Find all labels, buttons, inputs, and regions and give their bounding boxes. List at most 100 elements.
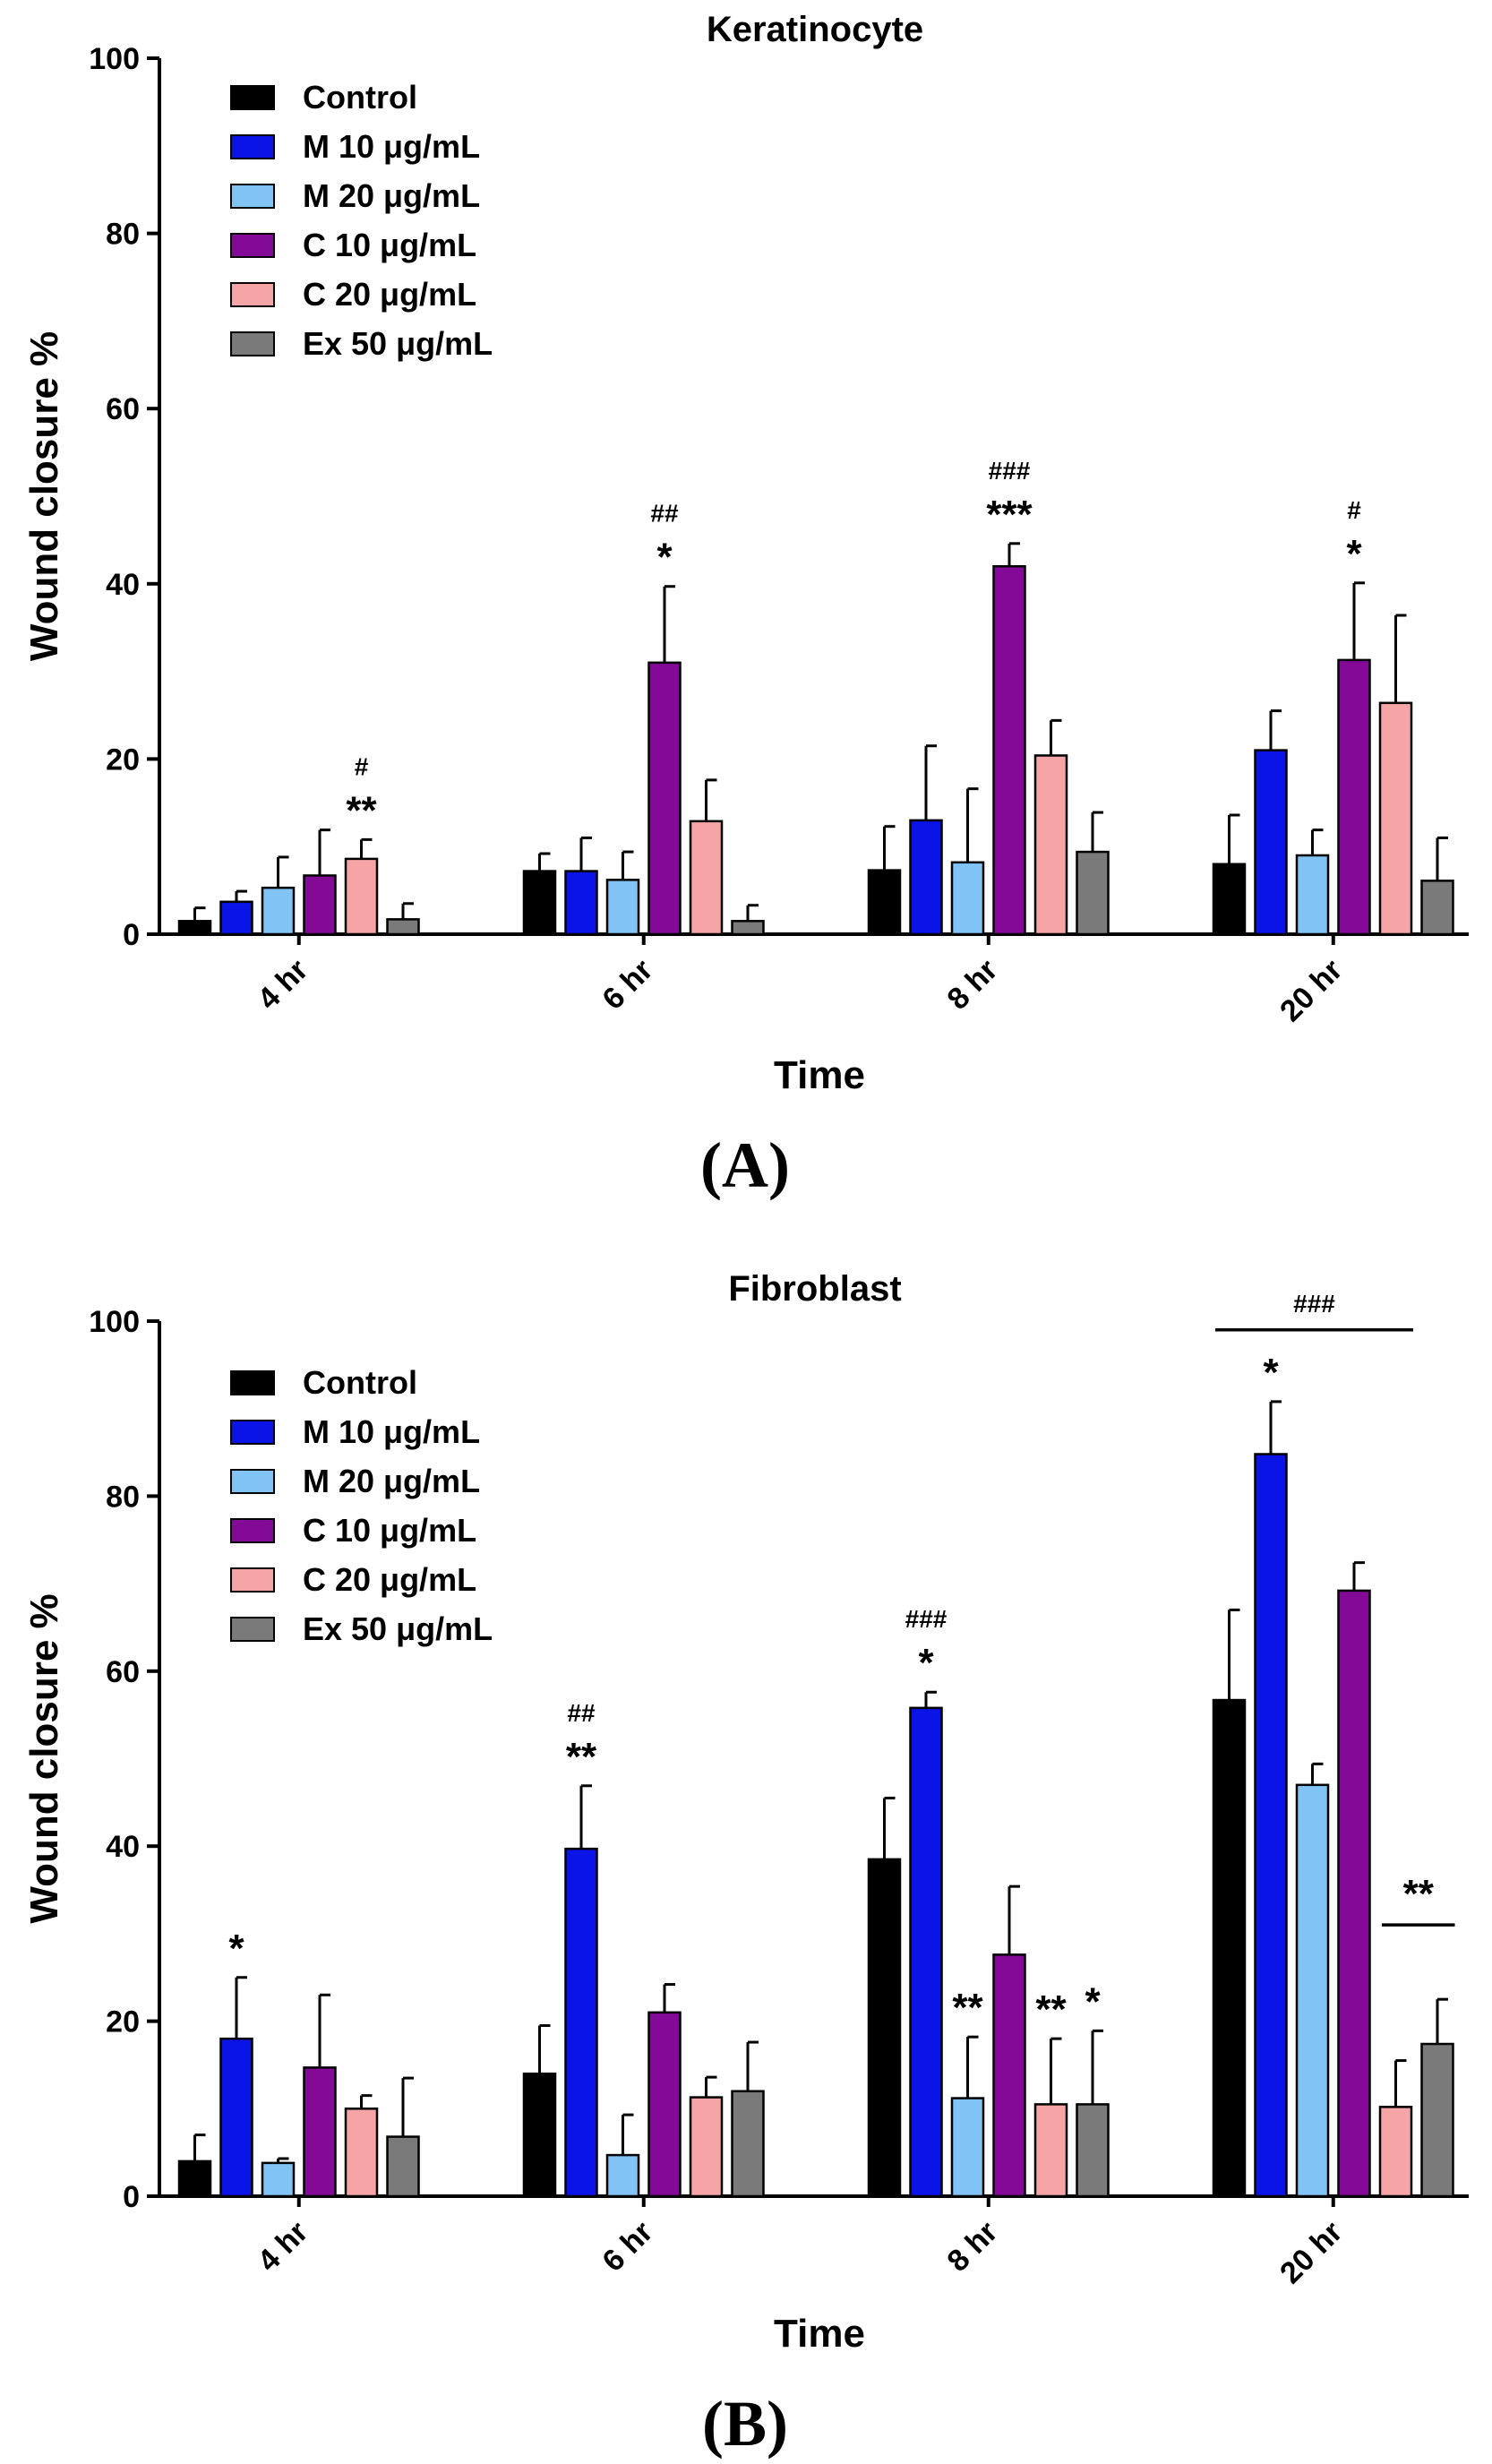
significance-hash: ##: [567, 1699, 596, 1727]
legend-label: Ex 50 μg/mL: [303, 325, 493, 362]
bracket-label: **: [1403, 1872, 1435, 1916]
significance-stars: *: [228, 1927, 244, 1970]
x-tick-label: 6 hr: [596, 2215, 659, 2279]
bar: [1033, 754, 1068, 936]
x-tick-label: 6 hr: [596, 953, 659, 1017]
bar: [731, 920, 765, 936]
significance-hash: ##: [650, 500, 679, 528]
y-tick-label: 0: [123, 918, 140, 952]
x-tick-label: 4 hr: [251, 2215, 314, 2279]
bar: [564, 1847, 598, 2198]
legend-label: M 20 μg/mL: [303, 177, 480, 214]
legend-swatch: [230, 184, 275, 209]
bar: [386, 918, 420, 936]
y-tick-label: 60: [106, 392, 140, 426]
legend-swatch: [230, 331, 275, 356]
legend-label: M 20 μg/mL: [303, 1463, 480, 1499]
significance-stars: **: [1035, 1988, 1067, 2031]
y-tick-label: 40: [106, 1830, 140, 1864]
y-tick-label: 0: [123, 2180, 140, 2214]
significance-hash: ###: [905, 1605, 948, 1633]
bracket-label: ###: [1293, 1290, 1335, 1318]
fibroblast-panel: Fibroblast 0 20 40 60 80 100 Wound closure % Tim…: [22, 1269, 1469, 2460]
significance-hash: #: [355, 752, 369, 780]
legend-swatch: [230, 1370, 275, 1395]
significance-stars: *: [918, 1641, 934, 1685]
y-tick-label: 100: [89, 1305, 140, 1339]
legend-label: C 20 μg/mL: [303, 276, 476, 313]
bar: [261, 886, 296, 936]
bar: [344, 857, 379, 936]
y-tick-label: 60: [106, 1655, 140, 1689]
bar: [1295, 854, 1330, 936]
legend-label: C 10 μg/mL: [303, 1512, 476, 1549]
legend-swatch: [230, 282, 275, 307]
bar: [177, 920, 212, 936]
bar: [731, 2090, 765, 2198]
y-tick-label: 20: [106, 2005, 140, 2039]
bar: [303, 2066, 337, 2198]
y-tick-label: 80: [106, 218, 140, 252]
bar: [1254, 749, 1288, 936]
legend-label: M 10 μg/mL: [303, 1413, 480, 1450]
bar: [909, 819, 943, 936]
y-tick-label: 20: [106, 743, 140, 777]
bar: [1212, 1698, 1247, 2198]
bar: [386, 2135, 420, 2198]
bar: [522, 2072, 557, 2198]
legend-label: Control: [303, 79, 417, 116]
y-tick-label: 80: [106, 1480, 140, 1514]
legend-swatch: [230, 1617, 275, 1642]
legend-swatch: [230, 134, 275, 159]
significance-stars: **: [566, 1735, 597, 1779]
x-tick-label: 20 hr: [1273, 953, 1349, 1028]
legend-label: M 10 μg/mL: [303, 128, 480, 165]
legend-swatch: [230, 233, 275, 258]
bar: [909, 1706, 943, 2198]
bar: [950, 861, 985, 936]
legend-swatch: [230, 1567, 275, 1593]
bar: [1076, 2103, 1110, 2198]
x-axis-label: Time: [774, 1053, 865, 1097]
legend-label: C 10 μg/mL: [303, 227, 476, 263]
y-axis-label: Wound closure %: [22, 1593, 66, 1923]
x-tick-label: 8 hr: [940, 2215, 1004, 2279]
legend-label: Control: [303, 1364, 417, 1401]
y-tick-label: 40: [106, 568, 140, 602]
bar: [1337, 658, 1371, 936]
bar: [1033, 2103, 1068, 2198]
significance-stars: **: [952, 1986, 983, 2030]
bar: [261, 2161, 296, 2198]
legend-swatch: [230, 85, 275, 110]
x-axis-label: Time: [774, 2312, 865, 2356]
significance-stars: *: [1263, 1351, 1279, 1395]
bar: [303, 874, 337, 936]
bar: [1295, 1783, 1330, 2198]
y-tick-label: 100: [89, 42, 140, 76]
bar: [867, 869, 902, 936]
bar: [689, 820, 724, 936]
significance-stars: *: [1346, 532, 1362, 576]
bar: [1212, 863, 1247, 936]
significance-hash: #: [1347, 496, 1361, 524]
keratinocyte-panel: Keratinocyte 0 20 40 60 80 100 Wound closure % T…: [22, 10, 1469, 1201]
chart-title: Keratinocyte: [707, 10, 923, 49]
significance-stars: *: [656, 536, 673, 580]
legend-swatch: [230, 1469, 275, 1494]
y-axis-label: Wound closure %: [22, 331, 66, 661]
bar: [867, 1858, 902, 2198]
bar: [344, 2108, 379, 2198]
bar: [1420, 880, 1454, 936]
legend-label: Ex 50 μg/mL: [303, 1610, 493, 1647]
legend-label: C 20 μg/mL: [303, 1561, 476, 1598]
bar: [1420, 2042, 1454, 2198]
bar: [1378, 2106, 1413, 2198]
bar: [522, 870, 557, 936]
bar: [177, 2159, 212, 2198]
bar: [605, 2153, 640, 2198]
significance-stars: *: [1085, 1979, 1101, 2023]
bar: [219, 900, 253, 936]
panel-label: (B): [702, 2388, 788, 2460]
legend-swatch: [230, 1518, 275, 1543]
